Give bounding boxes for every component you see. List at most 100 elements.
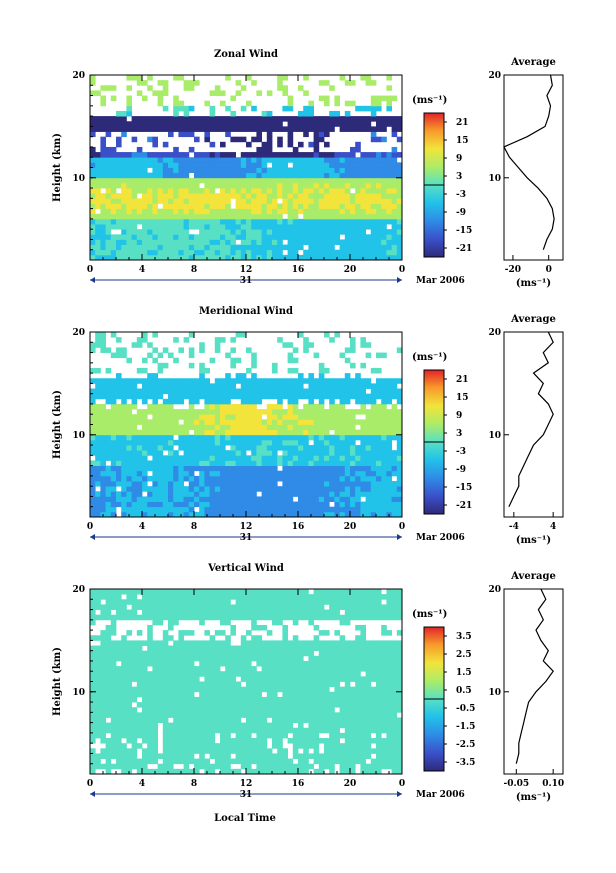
heatmap-cell bbox=[381, 224, 387, 230]
heatmap-cell bbox=[272, 460, 278, 467]
heatmap-cell bbox=[147, 136, 153, 143]
heatmap-cell bbox=[272, 455, 278, 461]
heatmap-cell bbox=[318, 398, 325, 405]
heatmap-cell bbox=[256, 738, 262, 744]
heatmap-cell bbox=[318, 660, 325, 667]
heatmap-cell bbox=[365, 126, 372, 132]
heatmap-cell bbox=[194, 398, 200, 405]
heatmap-cell bbox=[308, 763, 314, 770]
heatmap-cell bbox=[162, 167, 169, 174]
heatmap-cell bbox=[168, 157, 174, 163]
heatmap-cell bbox=[292, 748, 299, 754]
heatmap-cell bbox=[246, 496, 252, 502]
heatmap-cell bbox=[324, 121, 330, 127]
heatmap-cell bbox=[324, 116, 330, 122]
heatmap-cell bbox=[100, 337, 106, 343]
heatmap-cell bbox=[277, 429, 283, 436]
heatmap-cell bbox=[214, 85, 221, 91]
heatmap-cell bbox=[282, 650, 288, 657]
heatmap-cell bbox=[318, 213, 325, 220]
heatmap-cell bbox=[136, 465, 143, 472]
heatmap-cell bbox=[152, 676, 158, 682]
heatmap-cell bbox=[147, 172, 153, 179]
heatmap-cell bbox=[365, 501, 372, 508]
heatmap-cell bbox=[220, 681, 226, 688]
heatmap-cell bbox=[329, 434, 335, 441]
heatmap-cell bbox=[339, 157, 346, 163]
heatmap-cell bbox=[220, 486, 226, 492]
heatmap-cell bbox=[199, 203, 205, 210]
heatmap-cell bbox=[194, 234, 200, 240]
heatmap-cell bbox=[90, 496, 96, 502]
heatmap-cell bbox=[381, 239, 387, 245]
heatmap-cell bbox=[220, 126, 226, 132]
heatmap-cell bbox=[168, 254, 174, 261]
heatmap-cell bbox=[157, 157, 164, 163]
x-tick-label: 16 bbox=[292, 265, 305, 275]
heatmap-cell bbox=[121, 491, 127, 497]
heatmap-cell bbox=[188, 116, 195, 122]
heatmap-cell bbox=[292, 244, 299, 251]
heatmap-cell bbox=[360, 116, 366, 122]
heatmap-cell bbox=[308, 167, 314, 174]
heatmap-cell bbox=[183, 722, 190, 729]
heatmap-cell bbox=[360, 198, 366, 204]
heatmap-cell bbox=[110, 429, 117, 436]
heatmap-cell bbox=[298, 763, 304, 770]
heatmap-cell bbox=[126, 198, 132, 204]
heatmap-cell bbox=[95, 419, 101, 425]
heatmap-cell bbox=[370, 224, 377, 230]
heatmap-cell bbox=[131, 614, 138, 621]
heatmap-cell bbox=[329, 177, 335, 184]
heatmap-cell bbox=[386, 383, 392, 389]
heatmap-cell bbox=[90, 388, 96, 395]
heatmap-cell bbox=[277, 337, 283, 343]
heatmap-cell bbox=[105, 244, 112, 251]
heatmap-cell bbox=[220, 727, 226, 734]
heatmap-cell bbox=[230, 378, 236, 384]
heatmap-cell bbox=[116, 645, 122, 652]
heatmap-cell bbox=[90, 506, 96, 513]
heatmap-cell bbox=[178, 712, 184, 718]
heatmap-cell bbox=[152, 707, 158, 713]
heatmap-cell bbox=[110, 234, 117, 240]
heatmap-cell bbox=[344, 357, 351, 364]
heatmap-cell bbox=[199, 599, 205, 605]
heatmap-cell bbox=[220, 208, 226, 215]
heatmap-cell bbox=[204, 465, 210, 472]
heatmap-cell bbox=[95, 450, 101, 456]
heatmap-cell bbox=[220, 660, 226, 667]
heatmap-cell bbox=[178, 717, 184, 724]
heatmap-cell bbox=[194, 748, 200, 754]
heatmap-cell bbox=[100, 445, 106, 451]
heatmap-cell bbox=[350, 414, 356, 420]
heatmap-cell bbox=[105, 116, 112, 122]
heatmap-cell bbox=[329, 116, 335, 122]
heatmap-cell bbox=[308, 393, 314, 400]
heatmap-cell bbox=[162, 717, 169, 724]
heatmap-cell bbox=[261, 722, 268, 729]
heatmap-cell bbox=[334, 645, 340, 652]
heatmap-cell bbox=[204, 383, 210, 389]
heatmap-cell bbox=[277, 486, 283, 492]
heatmap-cell bbox=[303, 594, 309, 600]
heatmap-cell bbox=[287, 470, 294, 477]
heatmap-cell bbox=[287, 702, 294, 708]
heatmap-cell bbox=[386, 177, 392, 184]
heatmap-cell bbox=[126, 378, 132, 384]
heatmap-cell bbox=[126, 722, 132, 729]
heatmap-cell bbox=[386, 116, 392, 122]
heatmap-cell bbox=[277, 753, 283, 759]
heatmap-cell bbox=[183, 691, 190, 698]
heatmap-cell bbox=[199, 475, 205, 482]
heatmap-cell bbox=[344, 373, 351, 379]
heatmap-cell bbox=[230, 470, 236, 477]
heatmap-cell bbox=[162, 650, 169, 657]
heatmap-cell bbox=[350, 198, 356, 204]
heatmap-cell bbox=[188, 347, 195, 353]
heatmap-cell bbox=[339, 244, 346, 251]
heatmap-cell bbox=[251, 650, 257, 657]
heatmap-cell bbox=[235, 414, 242, 420]
heatmap-cell bbox=[147, 373, 153, 379]
